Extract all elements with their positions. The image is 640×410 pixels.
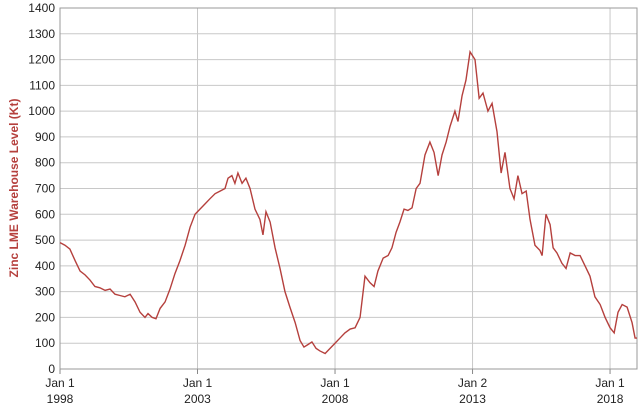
y-tick-label: 700 — [35, 182, 55, 196]
y-tick-label: 900 — [35, 130, 55, 144]
y-tick-label: 1200 — [28, 53, 55, 67]
y-tick-label: 200 — [35, 310, 55, 324]
y-tick-label: 600 — [35, 207, 55, 221]
y-tick-label: 100 — [35, 336, 55, 350]
plot-border — [59, 7, 638, 370]
y-tick-label: 0 — [48, 362, 55, 376]
y-tick-label: 1000 — [28, 104, 55, 118]
x-tick-label: Jan 2 2013 — [458, 376, 488, 406]
data-line — [59, 49, 637, 355]
y-tick-label: 800 — [35, 156, 55, 170]
x-tick-label: Jan 1 2003 — [183, 376, 213, 406]
y-tick-label: 1400 — [28, 1, 55, 15]
x-tick-label: Jan 1 2008 — [320, 376, 350, 406]
y-tick-label: 1100 — [29, 78, 55, 92]
y-tick-label: 500 — [35, 233, 55, 247]
y-tick-label: 300 — [35, 285, 55, 299]
x-tick-label: Jan 1 1998 — [45, 376, 75, 406]
x-tick-label: Jan 1 2018 — [595, 376, 625, 406]
y-tick-label: 1300 — [28, 27, 55, 41]
y-axis-label: Zinc LME Warehouse Level (Kt) — [7, 99, 21, 278]
y-tick-label: 400 — [35, 259, 55, 273]
